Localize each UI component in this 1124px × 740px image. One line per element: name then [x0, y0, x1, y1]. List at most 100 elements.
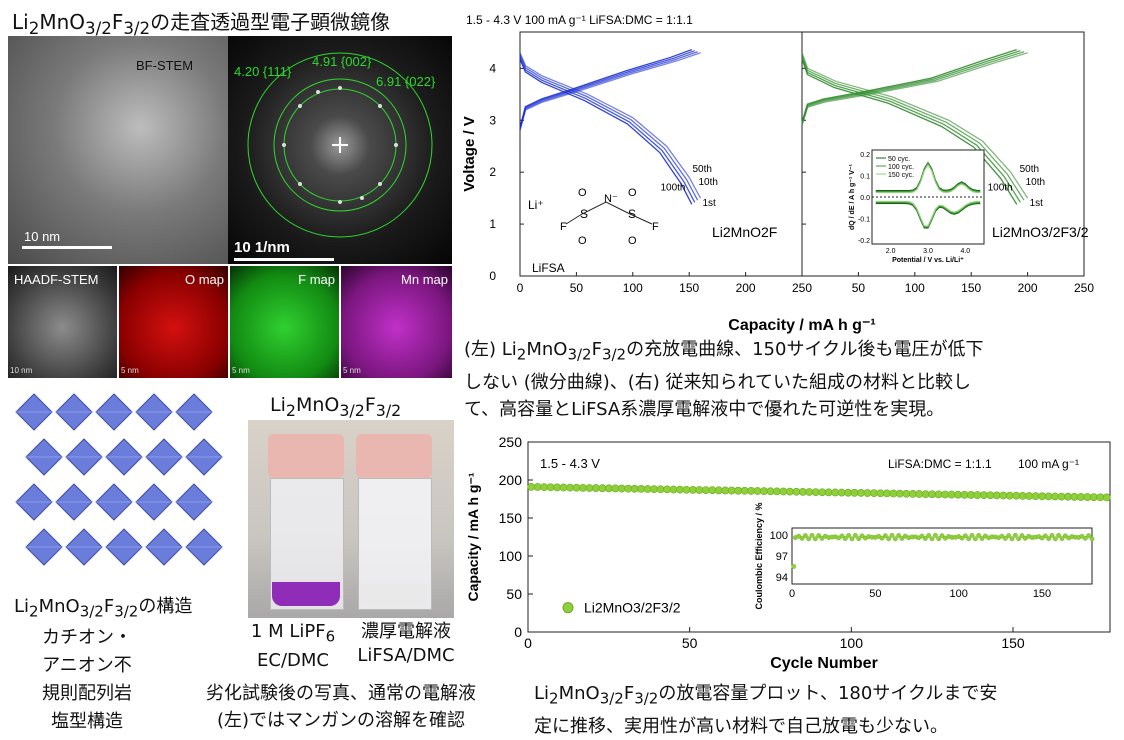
ce-point	[936, 536, 942, 542]
chart2-annotation-voltage: 1.5 - 4.3 V	[540, 456, 600, 471]
ce-point	[896, 533, 902, 538]
vial-photo	[248, 420, 454, 618]
capacity-point	[598, 484, 607, 493]
cycle-chart: 0 50 100 150 200 250 0 50 100 150 Cycle Number Capa…	[465, 434, 1111, 672]
capacity-point	[604, 484, 613, 493]
capacity-point	[811, 488, 820, 497]
inset-series-red	[875, 200, 981, 227]
ce-ytick-label: 100	[770, 530, 788, 542]
ce-point	[819, 535, 825, 541]
elemental-maps: HAADF-STEM 10 nm O map 5 nm F map 5 nm M…	[8, 266, 452, 378]
capacity-point	[831, 488, 840, 497]
structure-s: S	[580, 207, 588, 221]
chart2-annotation-electrolyte: LiFSA:DMC = 1:1.1	[888, 457, 992, 471]
charge-curve	[519, 49, 693, 128]
capacity-point	[785, 487, 794, 496]
capacity-point	[1077, 493, 1085, 501]
ce-point	[839, 533, 845, 539]
inset-xtick-label: 3.0	[923, 248, 933, 255]
capacity-point	[1005, 491, 1014, 500]
chart2-ytick-label: 0	[514, 624, 522, 640]
crystal-structure	[15, 393, 223, 566]
ce-point	[1039, 535, 1045, 541]
inset-xtick-label: 2.0	[886, 248, 896, 255]
chart2-xlabel: Cycle Number	[770, 655, 878, 672]
capacity-point	[773, 487, 781, 496]
charge-curve	[519, 51, 698, 130]
chart1-xlabel: Capacity / mA h g⁻¹	[728, 317, 875, 334]
capacity-point	[947, 490, 956, 499]
structure-f: F	[560, 221, 567, 233]
chart1-xtick-label: 150	[679, 281, 699, 295]
capacity-point	[624, 484, 633, 493]
structure-o: O	[628, 187, 637, 199]
ce-xtick-label: 50	[869, 588, 881, 600]
capacity-point	[695, 486, 704, 494]
capacity-point	[1057, 492, 1066, 501]
fft-scalebar	[234, 258, 334, 261]
chart1-xtick-label: 100	[905, 281, 925, 295]
chart2-frame	[527, 441, 1111, 633]
ce-point	[1046, 536, 1052, 542]
capacity-point	[980, 491, 988, 500]
capacity-point	[559, 483, 568, 492]
curves-caption: (左) Li2MnO3/2F3/2の充放電曲線、150サイクル後も電圧が低下 しな…	[464, 339, 984, 420]
chart2-ytick-label: 150	[499, 510, 523, 526]
capacity-point	[889, 489, 898, 498]
capacity-point	[617, 484, 626, 493]
chart2-xtick-label: 50	[682, 635, 698, 651]
chart1-ytick-label: 2	[489, 165, 496, 179]
ce-point	[1016, 536, 1022, 542]
capacity-point	[553, 483, 561, 492]
capacity-point	[973, 491, 982, 499]
structure-f: F	[652, 221, 659, 233]
structure-o: O	[628, 235, 637, 247]
discharge-curve	[801, 56, 1021, 203]
inset-series-ox	[875, 163, 981, 194]
ce-point	[926, 533, 932, 538]
capacity-point	[992, 491, 1001, 500]
ce-point	[812, 536, 818, 542]
haadf-map: HAADF-STEM 10 nm	[8, 266, 117, 378]
ce-point	[919, 533, 925, 539]
chart1-xtick-label: 200	[736, 281, 756, 295]
chart1-panel-frame	[801, 31, 1085, 277]
capacity-point	[824, 488, 833, 497]
capacity-point	[747, 487, 755, 495]
ce-ylabel: Coulombic Efficiency / %	[754, 502, 764, 609]
chart2-ytick-label: 100	[499, 548, 523, 564]
chart1-title: 1.5 - 4.3 V 100 mA g⁻¹ LiFSA:DMC = 1:1.1	[466, 13, 693, 27]
inset-legend-label: 150 cyc.	[888, 172, 914, 179]
capacity-point	[1096, 493, 1105, 502]
vial-left	[264, 434, 348, 610]
chart2-xtick-label: 0	[524, 635, 532, 651]
capacity-point	[650, 485, 658, 494]
cycles-caption: Li2MnO3/2F3/2の放電容量プロット、180サイクルまで安 定に推移、実用…	[534, 683, 998, 737]
chart1-xtick-label: 250	[1074, 281, 1094, 295]
capacity-point	[954, 490, 962, 499]
bf-stem-image: BF-STEM 10 nm	[8, 36, 228, 264]
ce-point	[842, 536, 848, 541]
ce-point	[959, 535, 965, 541]
panel-label: Li2MnO2F	[712, 224, 777, 240]
stem-title: Li2MnO3/2F3/2の走査透過型電子顕微鏡像	[12, 10, 391, 38]
discharge-curve	[519, 58, 693, 205]
mn-map: Mn map 5 nm	[341, 266, 452, 378]
fft-label-002: 4.91 {002}	[312, 54, 372, 69]
charge-curve	[519, 52, 701, 131]
chart1-xtick-label: 200	[1018, 281, 1038, 295]
ce-point	[846, 533, 852, 538]
chart1-xtick-label: 250	[792, 281, 812, 295]
ce-point	[1049, 533, 1055, 538]
capacity-point	[986, 491, 995, 500]
capacity-point	[1083, 493, 1092, 501]
legend-label: Li2MnO3/2F3/2	[584, 600, 681, 616]
cycle-label: 50th	[1020, 164, 1039, 175]
ce-point	[1052, 536, 1058, 542]
cycle-label: 1st	[1030, 198, 1044, 209]
chart2-ytick-label: 50	[506, 586, 522, 602]
structure-o: O	[578, 235, 587, 247]
capacity-point	[870, 489, 878, 498]
vial-right	[352, 434, 436, 610]
ce-point	[892, 536, 898, 542]
